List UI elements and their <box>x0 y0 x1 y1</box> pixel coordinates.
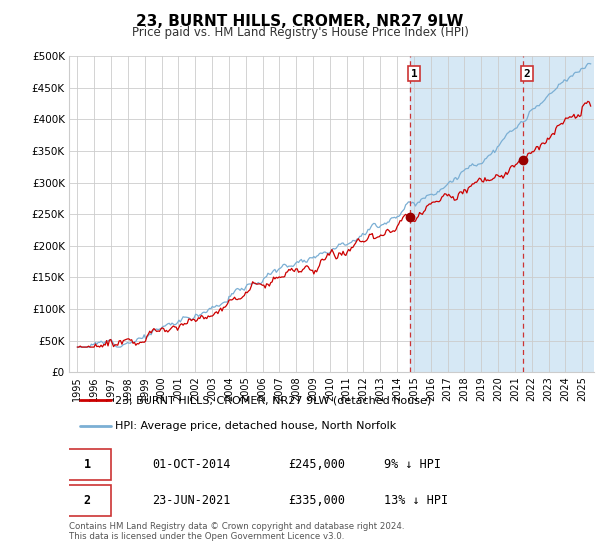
Text: £245,000: £245,000 <box>288 458 345 471</box>
Text: 1: 1 <box>83 458 91 471</box>
Text: 2: 2 <box>83 494 91 507</box>
Text: HPI: Average price, detached house, North Norfolk: HPI: Average price, detached house, Nort… <box>115 421 396 431</box>
Text: 01-OCT-2014: 01-OCT-2014 <box>152 458 230 471</box>
Text: 9% ↓ HPI: 9% ↓ HPI <box>385 458 442 471</box>
FancyBboxPatch shape <box>62 486 112 516</box>
Text: 23, BURNT HILLS, CROMER, NR27 9LW: 23, BURNT HILLS, CROMER, NR27 9LW <box>136 14 464 29</box>
Text: 23-JUN-2021: 23-JUN-2021 <box>152 494 230 507</box>
Text: 23, BURNT HILLS, CROMER, NR27 9LW (detached house): 23, BURNT HILLS, CROMER, NR27 9LW (detac… <box>115 395 431 405</box>
Text: 1: 1 <box>410 69 418 79</box>
Text: Price paid vs. HM Land Registry's House Price Index (HPI): Price paid vs. HM Land Registry's House … <box>131 26 469 39</box>
Bar <box>410 56 594 372</box>
Text: 13% ↓ HPI: 13% ↓ HPI <box>385 494 448 507</box>
Text: £335,000: £335,000 <box>288 494 345 507</box>
Text: 2: 2 <box>524 69 530 79</box>
Text: Contains HM Land Registry data © Crown copyright and database right 2024.
This d: Contains HM Land Registry data © Crown c… <box>69 522 404 542</box>
FancyBboxPatch shape <box>62 449 112 479</box>
